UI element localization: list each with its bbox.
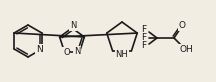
Text: N: N: [70, 21, 76, 30]
Text: O: O: [63, 48, 70, 57]
Text: N: N: [36, 45, 43, 54]
Text: F: F: [141, 26, 147, 35]
Text: F: F: [141, 41, 147, 51]
Text: O: O: [178, 21, 186, 30]
Text: NH: NH: [116, 50, 128, 59]
Text: N: N: [74, 46, 80, 56]
Text: F: F: [141, 34, 147, 42]
Text: OH: OH: [179, 45, 193, 53]
